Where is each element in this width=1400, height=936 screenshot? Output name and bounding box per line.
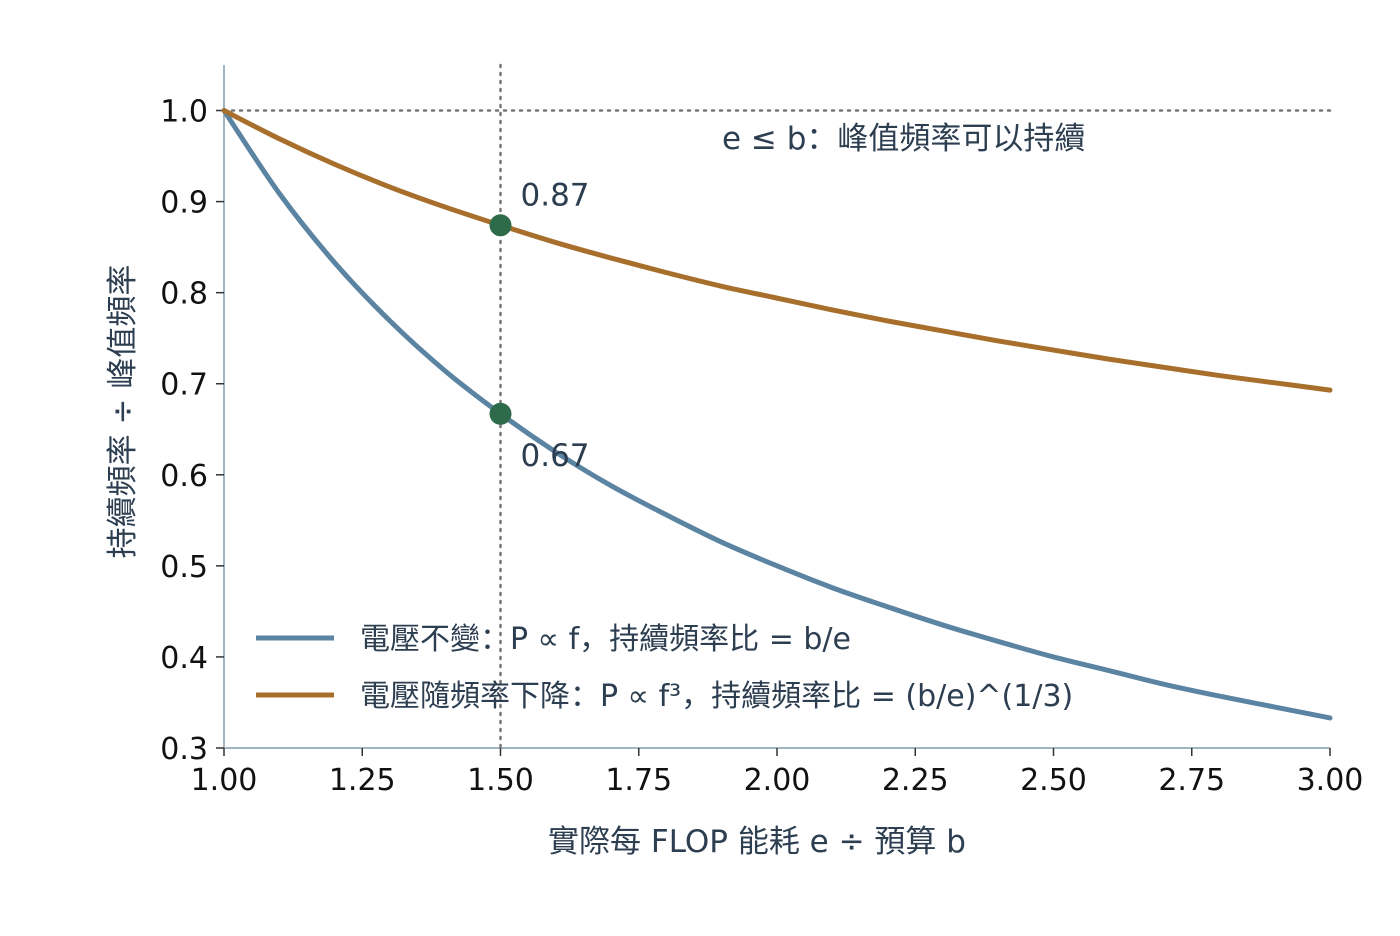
x-tick-label: 2.50 <box>1020 763 1087 798</box>
y-tick-label: 0.5 <box>160 550 208 585</box>
y-tick-label: 0.6 <box>160 459 208 494</box>
marker-value-label: 0.67 <box>521 438 590 474</box>
marker-value-label: 0.87 <box>521 177 590 213</box>
x-tick-label: 1.25 <box>329 763 396 798</box>
axes: 1.00 1.25 1.50 1.75 2.00 2.25 2.50 2.75 3.00 0.3 0… <box>160 65 1363 798</box>
legend-label-constant-voltage: 電壓不變：P ∝ f，持續頻率比 = b/e <box>360 622 851 657</box>
y-tick-label: 0.4 <box>160 641 208 676</box>
marker-layer: 0.87 0.67 <box>489 177 590 474</box>
x-axis-title: 實際每 FLOP 能耗 e ÷ 預算 b <box>548 824 966 860</box>
highlight-marker <box>489 402 512 425</box>
legend: 電壓不變：P ∝ f，持續頻率比 = b/e 電壓隨頻率下降：P ∝ f³，持續… <box>256 622 1073 714</box>
x-tick-label: 2.00 <box>744 763 811 798</box>
annotation-text: e ≤ b：峰值頻率可以持續 <box>722 121 1085 157</box>
series-line-constant-voltage <box>221 108 1333 721</box>
y-tick-label: 1.0 <box>160 95 208 130</box>
x-tick-label: 3.00 <box>1297 763 1364 798</box>
x-tick-label: 1.50 <box>467 763 534 798</box>
x-tick-label: 1.00 <box>191 763 258 798</box>
reference-lines <box>222 63 1332 750</box>
highlight-marker <box>489 214 512 237</box>
legend-label-scaled-voltage: 電壓隨頻率下降：P ∝ f³，持續頻率比 = (b/e)^(1/3) <box>360 679 1073 714</box>
y-tick-label: 0.8 <box>160 277 208 312</box>
series-layer <box>221 108 1333 721</box>
y-axis-title: 持續頻率 ÷ 峰值頻率 <box>105 265 141 559</box>
y-tick-label: 0.9 <box>160 186 208 221</box>
x-tick-label: 2.25 <box>882 763 949 798</box>
y-tick-label: 0.3 <box>160 732 208 767</box>
series-line-scaled-voltage <box>221 108 1333 393</box>
x-tick-label: 1.75 <box>605 763 672 798</box>
x-tick-label: 2.75 <box>1158 763 1225 798</box>
y-tick-label: 0.7 <box>160 368 208 403</box>
